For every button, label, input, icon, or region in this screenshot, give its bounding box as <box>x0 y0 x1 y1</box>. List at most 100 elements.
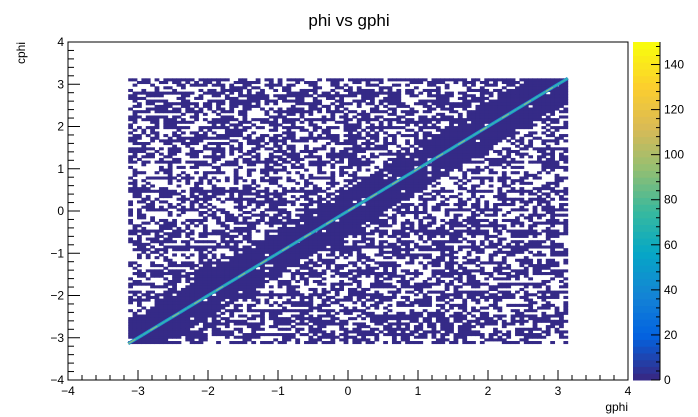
heatmap-cell <box>150 309 155 313</box>
heatmap-cell <box>356 298 362 302</box>
heatmap-cell <box>317 218 323 223</box>
heatmap-cell <box>453 155 459 159</box>
heatmap-cell <box>532 301 538 305</box>
heatmap-cell <box>194 240 199 244</box>
heatmap-cell <box>488 221 494 225</box>
heatmap-cell <box>242 184 248 188</box>
heatmap-cell <box>409 134 415 138</box>
heatmap-cell <box>378 123 384 127</box>
heatmap-cell <box>128 309 133 313</box>
heatmap-cell <box>326 192 331 196</box>
heatmap-cell <box>312 333 318 337</box>
heatmap-cell <box>154 311 160 315</box>
heatmap-cell <box>396 131 402 135</box>
heatmap-cell <box>506 128 512 132</box>
heatmap-cell <box>255 221 261 225</box>
heatmap-cell <box>506 295 512 299</box>
heatmap-cell <box>365 333 371 337</box>
heatmap-cell <box>356 205 362 209</box>
heatmap-cell <box>185 338 191 342</box>
heatmap-cell <box>128 317 133 321</box>
heatmap-cell <box>374 338 380 342</box>
heatmap-cell <box>317 319 323 323</box>
heatmap-cell <box>532 327 538 331</box>
heatmap-cell <box>282 306 287 310</box>
heatmap-cell <box>537 221 542 225</box>
heatmap-cell <box>317 303 323 307</box>
heatmap-cell <box>273 163 279 167</box>
heatmap-cell <box>418 285 424 289</box>
heatmap-cell <box>308 325 314 329</box>
heatmap-cell <box>374 218 380 223</box>
heatmap-cell <box>497 242 503 246</box>
heatmap-cell <box>356 126 362 130</box>
heatmap-cell <box>136 200 142 204</box>
heatmap-cell <box>246 325 252 329</box>
heatmap-cell <box>189 205 195 209</box>
heatmap-cell <box>427 149 432 154</box>
heatmap-cell <box>255 200 261 204</box>
heatmap-cell <box>457 264 463 268</box>
heatmap-cell <box>493 330 498 334</box>
heatmap-cell <box>167 311 173 315</box>
heatmap-cell <box>352 163 358 167</box>
heatmap-cell <box>172 290 177 294</box>
heatmap-cell <box>422 333 428 337</box>
heatmap-cell <box>128 139 133 143</box>
heatmap-cell <box>220 256 226 260</box>
heatmap-cell <box>339 216 345 220</box>
heatmap-cell <box>484 290 490 294</box>
heatmap-cell <box>282 242 287 246</box>
heatmap-cell <box>339 218 345 223</box>
heatmap-cell <box>163 303 169 307</box>
heatmap-cell <box>321 237 327 241</box>
heatmap-cell <box>268 216 274 220</box>
heatmap-cell <box>356 258 362 262</box>
heatmap-cell <box>550 245 556 249</box>
heatmap-cell <box>519 152 525 156</box>
heatmap-cell <box>383 144 388 148</box>
heatmap-cell <box>559 322 564 326</box>
heatmap-cell <box>198 303 204 307</box>
heatmap-cell <box>400 126 406 130</box>
heatmap-cell <box>523 248 529 252</box>
heatmap-cell <box>497 266 503 270</box>
heatmap-cell <box>277 242 283 246</box>
heatmap-cell <box>290 131 296 135</box>
heatmap-cell <box>233 253 239 257</box>
heatmap-cell <box>493 295 498 299</box>
heatmap-cell <box>488 319 494 323</box>
heatmap-cell <box>352 203 358 207</box>
heatmap-cell <box>479 333 485 337</box>
heatmap-cell <box>374 195 380 199</box>
heatmap-cell <box>290 333 296 337</box>
heatmap-cell <box>194 290 199 294</box>
heatmap-cell <box>189 203 195 207</box>
heatmap-cell <box>308 208 314 212</box>
heatmap-cell <box>299 266 305 270</box>
heatmap-cell <box>224 333 230 337</box>
heatmap-cell <box>312 160 318 164</box>
heatmap-cell <box>528 142 534 146</box>
heatmap-cell <box>220 322 226 326</box>
heatmap-cell <box>308 160 314 164</box>
heatmap-cell <box>537 136 542 140</box>
heatmap-cell <box>339 242 345 246</box>
heatmap-cell <box>475 203 481 207</box>
heatmap-cell <box>268 258 274 262</box>
heatmap-cell <box>484 272 490 276</box>
heatmap-cell <box>449 314 454 318</box>
heatmap-cell <box>224 216 230 220</box>
heatmap-cell <box>295 160 301 164</box>
heatmap-cell <box>312 317 318 321</box>
heatmap-cell <box>343 205 349 209</box>
heatmap-cell <box>330 237 336 241</box>
heatmap-cell <box>462 224 468 228</box>
heatmap-cell <box>440 279 446 284</box>
heatmap-cell <box>198 189 204 193</box>
heatmap-cell <box>207 195 213 199</box>
heatmap-cell <box>246 279 252 284</box>
heatmap-cell <box>128 240 133 244</box>
heatmap-cell <box>330 295 336 299</box>
heatmap-cell <box>462 171 468 175</box>
